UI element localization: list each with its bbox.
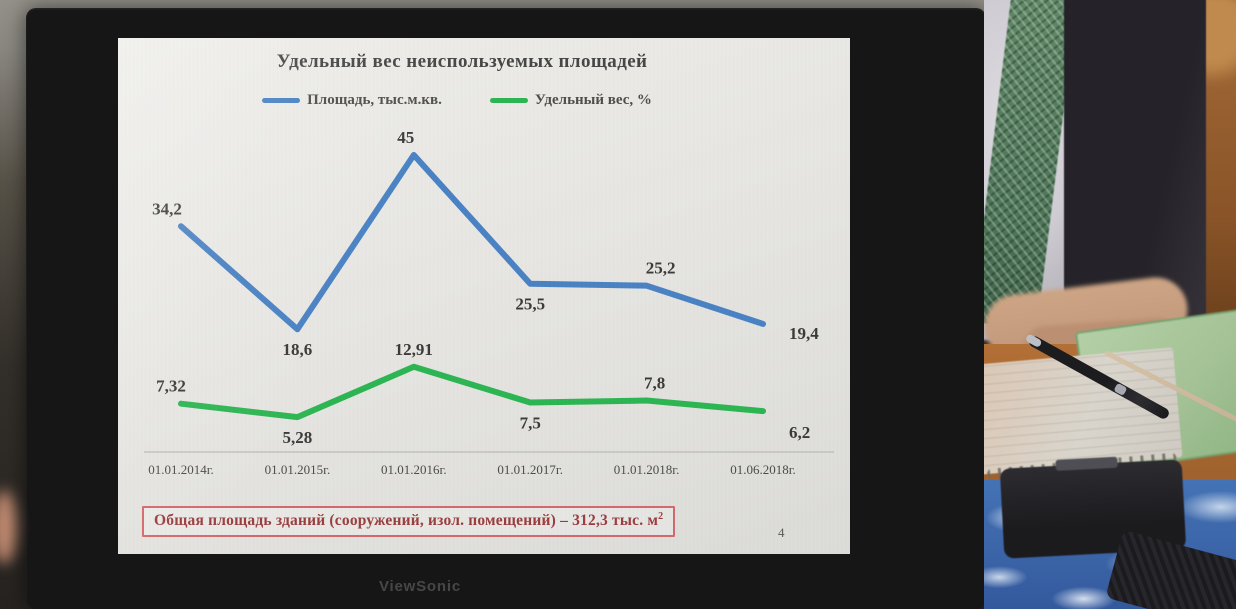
total-area-text: Общая площадь зданий (сооружений, изол. … bbox=[154, 512, 659, 530]
legend-dash-blue-icon bbox=[262, 98, 301, 103]
foreground-blur bbox=[0, 490, 16, 564]
monitor-brand-label: ViewSonic bbox=[379, 578, 461, 595]
svg-text:01.01.2017г.: 01.01.2017г. bbox=[497, 462, 563, 477]
svg-text:19,4: 19,4 bbox=[789, 324, 819, 343]
slide-page-number: 4 bbox=[778, 525, 785, 540]
chart-title: Удельный вес неиспользуемых площадей bbox=[276, 51, 648, 72]
svg-text:18,6: 18,6 bbox=[283, 340, 313, 359]
svg-text:25,5: 25,5 bbox=[515, 295, 545, 314]
case-clasp bbox=[1055, 456, 1118, 471]
total-area-note: Общая площадь зданий (сооружений, изол. … bbox=[142, 506, 676, 538]
legend-item-area: Площадь, тыс.м.кв. bbox=[262, 92, 442, 109]
svg-text:7,5: 7,5 bbox=[520, 414, 541, 433]
svg-text:45: 45 bbox=[397, 128, 414, 147]
total-area-superscript: 2 bbox=[658, 511, 664, 522]
slide: Удельный вес неиспользуемых площадей Пло… bbox=[118, 38, 850, 554]
svg-text:12,91: 12,91 bbox=[395, 340, 433, 359]
svg-text:6,2: 6,2 bbox=[789, 423, 810, 442]
svg-text:01.01.2015г.: 01.01.2015г. bbox=[265, 462, 331, 477]
svg-text:01.01.2016г.: 01.01.2016г. bbox=[381, 462, 447, 477]
svg-text:7,32: 7,32 bbox=[156, 377, 186, 396]
legend-label-area: Площадь, тыс.м.кв. bbox=[307, 92, 442, 108]
svg-text:01.06.2018г.: 01.06.2018г. bbox=[730, 462, 796, 477]
legend-label-share: Удельный вес, % bbox=[534, 92, 652, 108]
svg-text:5,28: 5,28 bbox=[283, 428, 313, 447]
background-scene bbox=[984, 0, 1236, 609]
svg-text:7,8: 7,8 bbox=[644, 374, 665, 393]
svg-text:34,2: 34,2 bbox=[152, 199, 182, 218]
chart-legend: Площадь, тыс.м.кв. Удельный вес, % bbox=[118, 92, 850, 109]
svg-text:01.01.2018г.: 01.01.2018г. bbox=[614, 462, 680, 477]
legend-item-share: Удельный вес, % bbox=[489, 92, 652, 109]
legend-dash-green-icon bbox=[489, 98, 528, 103]
chart-svg: 01.01.2014г. 01.01.2015г. 01.01.2016г. 01.0… bbox=[144, 128, 834, 477]
svg-text:01.01.2014г.: 01.01.2014г. bbox=[148, 462, 214, 477]
svg-text:25,2: 25,2 bbox=[646, 259, 676, 278]
